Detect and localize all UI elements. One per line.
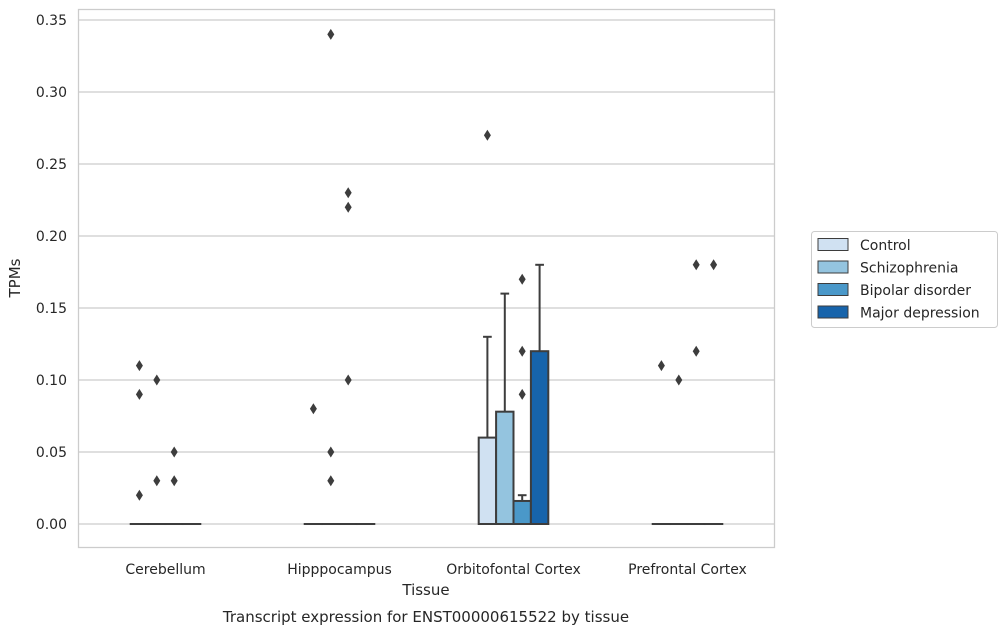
legend-label: Major depression xyxy=(860,306,980,322)
y-tick-label: 0.05 xyxy=(36,445,67,461)
x-tick-label: Hipppocampus xyxy=(287,562,392,578)
legend-label: Bipolar disorder xyxy=(860,283,971,299)
y-tick-label: 0.20 xyxy=(36,229,67,245)
chart-title: Transcript expression for ENST0000061552… xyxy=(222,608,629,626)
legend-swatch xyxy=(818,284,848,296)
legend-swatch xyxy=(818,261,848,273)
x-tick-label: Prefrontal Cortex xyxy=(628,562,747,578)
legend-label: Schizophrenia xyxy=(860,261,958,277)
y-tick-label: 0.10 xyxy=(36,373,67,389)
legend-swatch xyxy=(818,239,848,251)
y-axis-label: TPMs xyxy=(6,258,24,298)
box-body xyxy=(531,351,548,524)
y-tick-label: 0.25 xyxy=(36,157,67,173)
y-tick-label: 0.35 xyxy=(36,13,67,29)
y-tick-label: 0.00 xyxy=(36,517,67,533)
box-body xyxy=(514,501,531,524)
x-axis-label: Tissue xyxy=(401,581,449,599)
box-body xyxy=(496,412,513,524)
x-tick-label: Orbitofontal Cortex xyxy=(446,562,581,578)
legend-swatch xyxy=(818,306,848,318)
y-tick-label: 0.15 xyxy=(36,301,67,317)
legend-label: Control xyxy=(860,238,911,254)
y-tick-label: 0.30 xyxy=(36,85,67,101)
x-tick-label: Cerebellum xyxy=(125,562,205,578)
legend: Control Schizophrenia Bipolar disorder Majo… xyxy=(812,232,998,328)
box-body xyxy=(479,438,496,524)
